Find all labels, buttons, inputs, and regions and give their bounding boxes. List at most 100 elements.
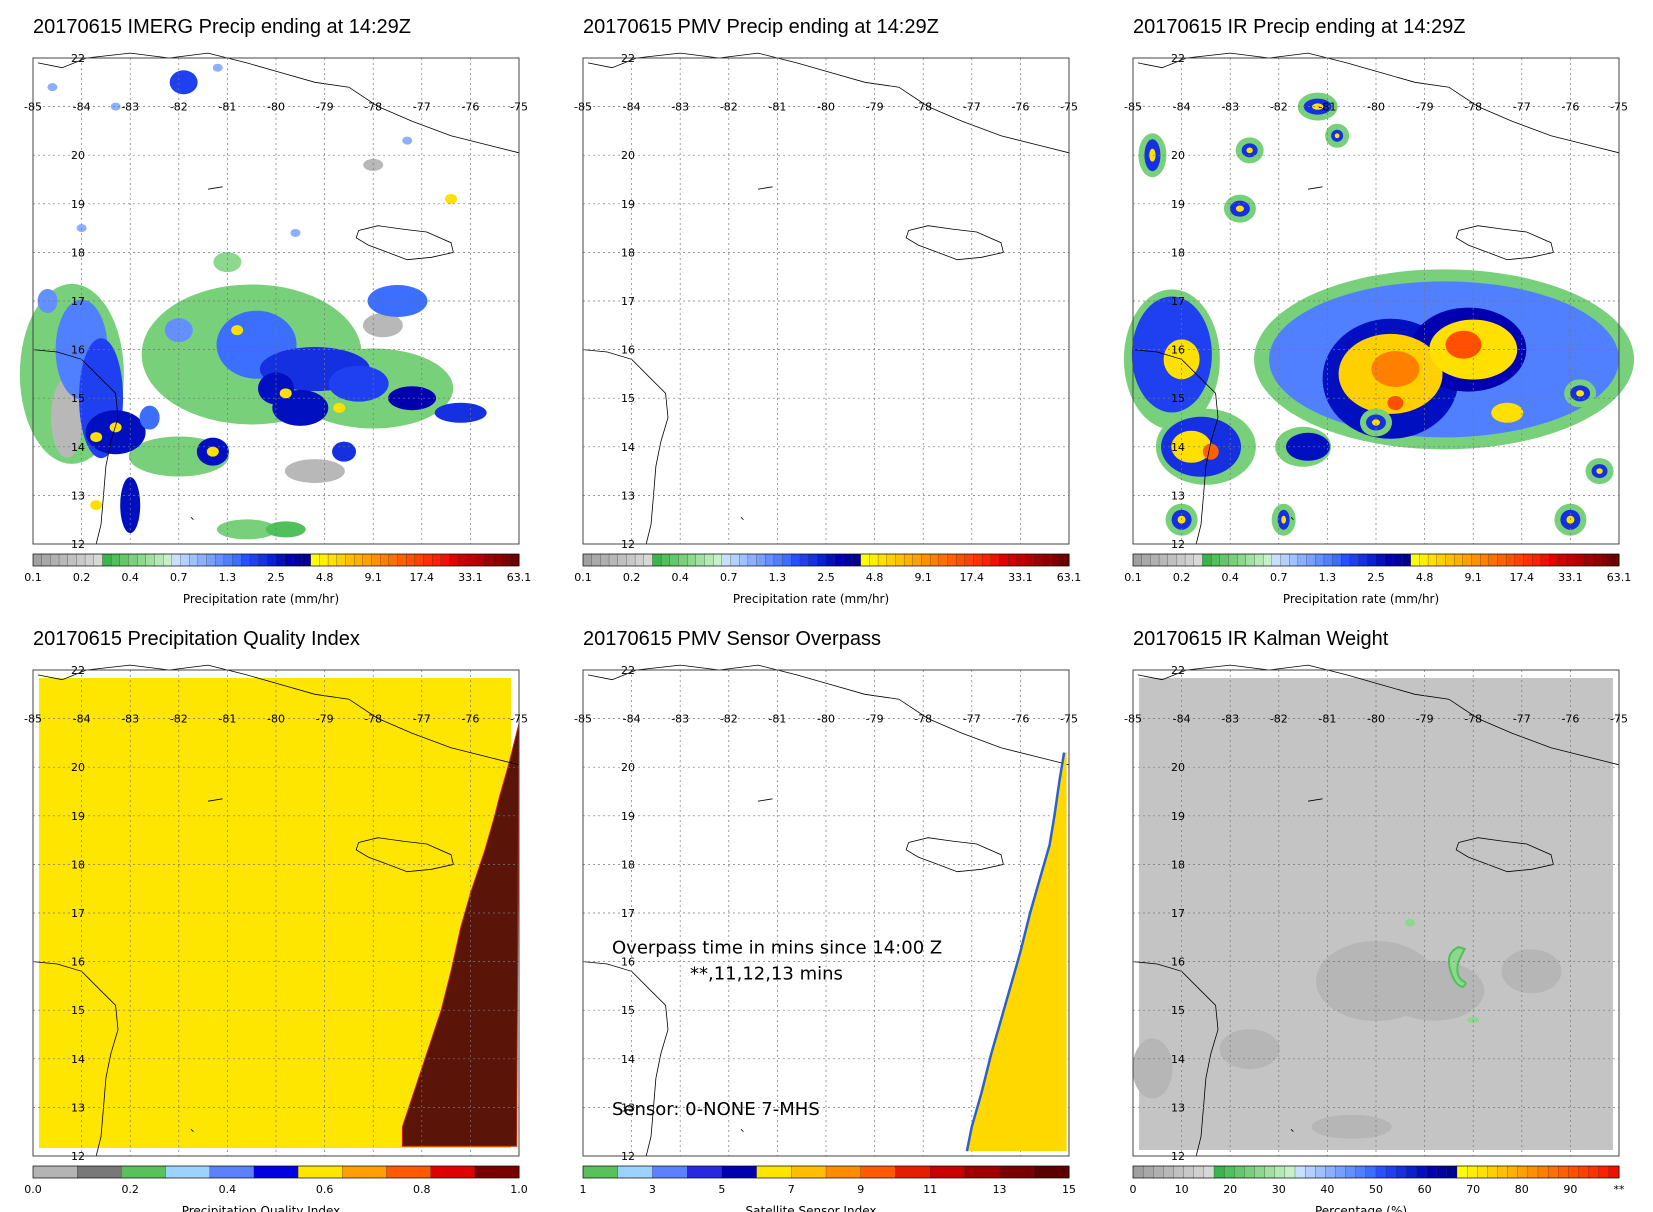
colorbar-tick-label: 10 (1175, 1183, 1189, 1196)
precip-core (1445, 330, 1482, 359)
colorbar-swatch (582, 553, 593, 567)
colorbar-swatch (1315, 553, 1325, 567)
lon-tick-label: -84 (623, 101, 641, 114)
colorbar-swatch (77, 1165, 122, 1179)
colorbar-frame (32, 553, 520, 567)
colorbar-swatch (869, 553, 879, 567)
colorbar-label: Precipitation Quality Index (182, 1204, 341, 1212)
lon-tick-label: -78 (364, 101, 382, 114)
lat-tick-label: 13 (621, 1101, 635, 1114)
lon-tick-label: -76 (461, 101, 479, 114)
coastline-caymans (757, 798, 773, 802)
colorbar-swatch (1042, 553, 1053, 567)
colorbar-swatch (1163, 1165, 1175, 1179)
colorbar-swatch (921, 553, 931, 567)
colorbar-swatch (1150, 553, 1160, 567)
colorbar-swatch (1396, 1165, 1407, 1179)
precip-core (1372, 419, 1380, 426)
colorbar-swatch (1410, 553, 1420, 567)
colorbar-tick-label: 17.4 (1510, 571, 1535, 584)
colorbar-swatch (686, 1165, 723, 1179)
colorbar-tick-label: 70 (1466, 1183, 1480, 1196)
colorbar-swatch (50, 553, 60, 567)
colorbar-tick-label: 0.2 (73, 571, 91, 584)
colorbar-tick-label: 0.7 (170, 571, 188, 584)
colorbar-swatch (386, 1165, 432, 1179)
colorbar-swatch (1254, 1165, 1266, 1179)
colorbar-swatch (1456, 1165, 1468, 1179)
colorbar-swatch (84, 553, 95, 567)
colorbar-swatch (93, 553, 103, 567)
colorbar-swatch (912, 553, 923, 567)
colorbar-tick-label: 9.1 (914, 571, 932, 584)
colorbar-swatch (1323, 553, 1334, 567)
colorbar-swatch (1184, 553, 1195, 567)
colorbar-swatch (430, 1165, 476, 1179)
colorbar-swatch (1263, 553, 1273, 567)
lat-tick-label: 22 (621, 664, 635, 677)
lat-tick-label: 18 (71, 858, 85, 871)
precip-core (1281, 515, 1287, 524)
coastline-cuba (37, 664, 520, 766)
plot-frame (1132, 57, 1620, 545)
colorbar-label: Precipitation rate (mm/hr) (733, 592, 889, 606)
colorbar-swatch (301, 553, 312, 567)
colorbar-tick-label: 4.8 (1416, 571, 1434, 584)
colorbar-swatch (492, 553, 503, 567)
lon-tick-label: -85 (1124, 713, 1142, 726)
colorbar-swatch (1245, 553, 1256, 567)
colorbar-swatch (1294, 1165, 1306, 1179)
colorbar-swatch (964, 553, 975, 567)
lat-tick-label: 12 (621, 538, 635, 551)
colorbar-tick-label: 50 (1369, 1183, 1383, 1196)
colorbar-swatch (119, 553, 130, 567)
lat-tick-label: 20 (1171, 149, 1185, 162)
colorbar-swatch (582, 1165, 619, 1179)
colorbar-swatch (474, 1165, 520, 1179)
lon-tick-label: -80 (267, 713, 285, 726)
colorbar-swatch (1540, 553, 1551, 567)
colorbar-swatch (1610, 553, 1620, 567)
precip-cell (169, 70, 198, 95)
colorbar-label: Percentage (%) (1315, 1204, 1407, 1212)
colorbar-swatch (297, 1165, 343, 1179)
colorbar-swatch (973, 553, 983, 567)
precip-cell (120, 477, 141, 534)
lon-tick-label: -77 (963, 713, 981, 726)
colorbar-frame (1132, 553, 1620, 567)
colorbar-swatch (397, 553, 407, 567)
colorbar-tick-label: 9 (857, 1183, 864, 1196)
precip-cell (212, 63, 223, 72)
kalman-region (1501, 949, 1562, 994)
colorbar-swatch (1345, 1165, 1357, 1179)
precip-cell (367, 285, 428, 317)
colorbar-swatch (1375, 1165, 1387, 1179)
colorbar-swatch (1193, 1165, 1205, 1179)
coastline-honduras (1132, 349, 1219, 545)
colorbar-swatch (695, 553, 706, 567)
colorbar-swatch (110, 553, 121, 567)
colorbar-swatch (1466, 1165, 1478, 1179)
lon-tick-label: -78 (914, 713, 932, 726)
lon-tick-label: -76 (1561, 101, 1579, 114)
colorbar-swatch (1584, 553, 1594, 567)
colorbar-swatch (215, 553, 225, 567)
colorbar-swatch (860, 1165, 896, 1179)
precip-core (206, 446, 219, 457)
lat-tick-label: 13 (621, 489, 635, 502)
colorbar-swatch (275, 553, 286, 567)
colorbar-swatch (1284, 1165, 1296, 1179)
precip-cell (47, 83, 58, 92)
colorbar-tick-label: 2.5 (1367, 571, 1385, 584)
lon-tick-label: -81 (1318, 713, 1336, 726)
colorbar-swatch (475, 553, 485, 567)
colorbar-swatch (484, 553, 494, 567)
lat-tick-label: 17 (1171, 907, 1185, 920)
colorbar-swatch (1219, 553, 1230, 567)
colorbar-swatch (1167, 553, 1177, 567)
lon-tick-label: -78 (364, 713, 382, 726)
precip-core (1149, 148, 1156, 162)
lon-tick-label: -85 (24, 101, 42, 114)
colorbar-swatch (982, 553, 992, 567)
coastline-honduras (32, 961, 119, 1157)
